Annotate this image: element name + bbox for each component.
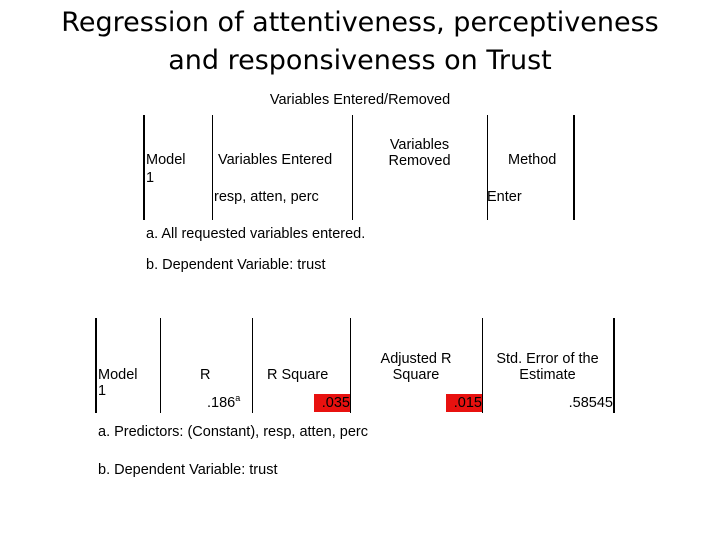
table1-header-variables-entered: Variables Entered (218, 152, 333, 168)
adjusted-r-square-highlight (446, 394, 482, 412)
table2-right-border (613, 318, 615, 413)
table1-divider-2 (352, 115, 353, 220)
table2-divider-2 (252, 318, 253, 413)
table2-header-std-error-line-1: Std. Error of the (496, 351, 599, 367)
r-square-highlight (314, 394, 350, 412)
table1-footnote-b: b. Dependent Variable: trust (146, 257, 326, 273)
slide-title: Regression of attentiveness, perceptiven… (0, 4, 720, 80)
table1-caption: Variables Entered/Removed (269, 92, 451, 108)
table1-divider-3 (487, 115, 488, 220)
table1-cell-variables-entered: resp, atten, perc (214, 189, 319, 205)
table1-header-method: Method (508, 152, 557, 168)
table2-cell-r-value: .186 (207, 395, 236, 411)
table2-cell-r-square: .035 (321, 395, 350, 411)
table2-header-std-error: Std. Error of the Estimate (482, 351, 613, 383)
table2-footnote-b: b. Dependent Variable: trust (98, 462, 278, 478)
slide-title-line-2: and responsiveness on Trust (168, 45, 552, 76)
table1-left-border (143, 115, 145, 220)
table2-header-adjusted-r-square-line-1: Adjusted R (380, 351, 452, 367)
table2-header-r-square: R Square (267, 367, 329, 383)
table1-header-variables-removed-line-1: Variables (389, 137, 450, 153)
table2-header-model: Model (98, 367, 138, 383)
table2-header-std-error-line-2: Estimate (519, 367, 576, 383)
slide-title-line-1: Regression of attentiveness, perceptiven… (61, 7, 659, 38)
table1-divider-1 (212, 115, 213, 220)
table1-cell-model: 1 (146, 170, 155, 186)
table1-cell-method: Enter (487, 189, 522, 205)
table2-cell-std-error: .58545 (568, 395, 613, 411)
table2-header-adjusted-r-square: Adjusted R Square (350, 351, 482, 383)
table2-left-border (95, 318, 97, 413)
table2-cell-adjusted-r-square: .015 (453, 395, 482, 411)
table1-footnote-a: a. All requested variables entered. (146, 226, 366, 242)
table1-header-model: Model (146, 152, 186, 168)
table2-cell-r-footnote-mark: a (235, 393, 241, 403)
table1-header-variables-removed-line-2: Removed (388, 153, 451, 169)
table1-right-border (573, 115, 575, 220)
table2-footnote-a: a. Predictors: (Constant), resp, atten, … (98, 424, 368, 440)
table2-header-adjusted-r-square-line-2: Square (392, 367, 440, 383)
table2-cell-model: 1 (98, 383, 107, 399)
table2-divider-1 (160, 318, 161, 413)
table2-divider-3 (350, 318, 351, 413)
table2-cell-r: .186a (207, 393, 241, 412)
table1-header-variables-removed: Variables Removed (352, 137, 487, 169)
table2-header-r: R (200, 367, 211, 383)
table2-divider-4 (482, 318, 483, 413)
